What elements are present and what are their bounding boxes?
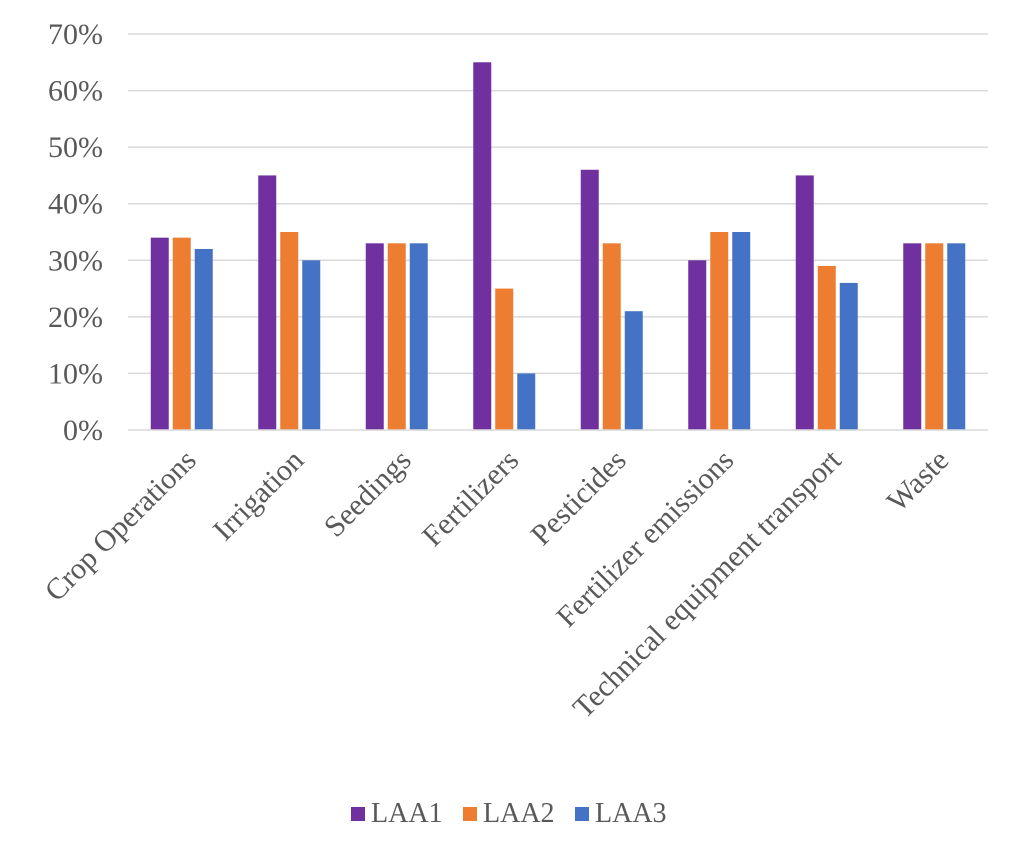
bar-laa2 — [280, 232, 299, 430]
legend-swatch — [575, 807, 589, 821]
bar-laa3 — [947, 243, 966, 430]
legend: LAA1 LAA2 LAA3 — [351, 798, 667, 829]
category-label: Pesticides — [525, 444, 633, 552]
legend-item-laa3: LAA3 — [575, 798, 667, 829]
y-tick-label: 30% — [48, 244, 103, 277]
bar-laa1 — [580, 169, 599, 430]
category-label: Seedings — [318, 444, 418, 544]
category-label: Irrigation — [207, 444, 310, 547]
bar-laa3 — [409, 243, 428, 430]
legend-swatch — [463, 807, 477, 821]
gridlines — [128, 33, 988, 375]
y-tick-label: 40% — [48, 188, 103, 221]
y-tick-label: 0% — [63, 414, 103, 447]
bar-laa3 — [732, 232, 751, 430]
series-laa1 — [150, 62, 922, 431]
bar-laa2 — [817, 265, 836, 430]
legend-label: LAA1 — [371, 798, 443, 829]
legend-label: LAA2 — [483, 798, 555, 829]
x-axis-category-labels: Crop Operations Irrigation SeedingsFertili… — [39, 443, 956, 725]
bar-laa3 — [302, 260, 321, 430]
legend-label: LAA3 — [595, 798, 667, 829]
bar-laa3 — [624, 311, 643, 430]
y-axis-tick-labels: 0% 10% 20% 30% 40% 50% 60% 70% — [48, 18, 103, 447]
y-tick-label: 20% — [48, 301, 103, 334]
legend-item-laa1: LAA1 — [351, 798, 443, 829]
bar-laa1 — [150, 237, 169, 430]
bar-laa2 — [172, 237, 191, 430]
series-laa2 — [172, 232, 944, 430]
y-tick-label: 60% — [48, 75, 103, 108]
bar-laa1 — [795, 175, 814, 430]
bar-laa1 — [473, 62, 492, 431]
bar-series-group — [150, 62, 966, 431]
bar-laa1 — [365, 243, 384, 430]
bar-laa1 — [688, 260, 707, 430]
bar-laa1 — [903, 243, 922, 430]
legend-swatch — [351, 807, 365, 821]
bar-laa3 — [839, 282, 858, 430]
bar-laa3 — [194, 248, 213, 430]
y-tick-label: 50% — [48, 131, 103, 164]
bar-laa2 — [925, 243, 944, 430]
series-laa3 — [194, 232, 966, 430]
category-label: Fertilizer emissions — [550, 444, 740, 634]
legend-item-laa2: LAA2 — [463, 798, 555, 829]
bar-laa2 — [710, 232, 729, 430]
y-tick-label: 70% — [48, 18, 103, 51]
bar-laa2 — [495, 288, 514, 430]
category-label: Crop Operations — [39, 444, 203, 608]
category-label: Fertilizers — [416, 444, 525, 553]
category-label: Waste — [881, 444, 956, 519]
bar-laa1 — [258, 175, 277, 430]
bar-laa2 — [602, 243, 621, 430]
y-tick-label: 10% — [48, 357, 103, 390]
bar-laa3 — [517, 373, 536, 430]
bar-laa2 — [387, 243, 406, 430]
